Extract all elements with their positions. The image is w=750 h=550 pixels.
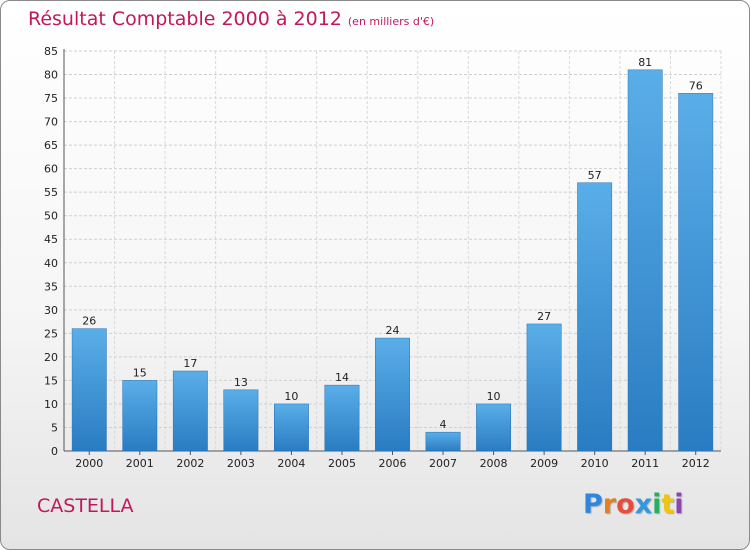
bar-2002 (172, 370, 208, 452)
y-tick-label: 25 (44, 327, 58, 340)
label-layer: 26 15 17 13 10 14 24 4 10 27 57 81 76 (82, 56, 702, 431)
y-tick-label: 60 (44, 163, 58, 176)
logo-letter: r (602, 489, 617, 520)
bar-2006 (375, 337, 410, 452)
logo-letter: i (652, 489, 662, 520)
x-tick-label: 2009 (530, 457, 558, 470)
x-tick-label: 2012 (682, 457, 710, 470)
data-label: 10 (487, 390, 501, 403)
data-label: 15 (133, 366, 147, 379)
y-tick-label: 5 (51, 421, 58, 434)
y-tick-label: 55 (44, 186, 58, 199)
y-tick-label: 45 (44, 233, 58, 246)
x-tick-label: 2006 (379, 457, 407, 470)
bar-2007 (425, 431, 461, 452)
logo-letter: i (674, 489, 684, 520)
chart-title: Résultat Comptable 2000 à 2012 (en millie… (28, 8, 434, 30)
bar-2009 (526, 323, 562, 452)
y-tick-label: 15 (44, 374, 58, 387)
y-tick-label: 40 (44, 257, 58, 270)
data-label: 10 (284, 390, 298, 403)
data-label: 26 (82, 315, 96, 328)
title-text: Résultat Comptable 2000 à 2012 (28, 8, 342, 30)
x-tick-label: 2008 (480, 457, 508, 470)
bar-2003 (223, 389, 259, 452)
bar-2004 (273, 403, 309, 452)
y-tick-label: 65 (44, 139, 58, 152)
bar-2000 (71, 328, 107, 452)
y-tick-label: 0 (51, 445, 58, 458)
logo-letter: P (583, 489, 603, 520)
y-tick-label: 50 (44, 210, 58, 223)
x-tick-label: 2001 (126, 457, 154, 470)
x-tick-label: 2003 (227, 457, 255, 470)
bar-2008 (476, 403, 512, 452)
data-label: 14 (335, 371, 349, 384)
data-label: 13 (234, 376, 248, 389)
bar-2005 (324, 384, 360, 452)
y-tick-label: 80 (44, 69, 58, 82)
y-tick-label: 30 (44, 304, 58, 317)
data-label: 17 (183, 357, 197, 370)
y-tick-label: 10 (44, 398, 58, 411)
title-unit: (en milliers d'€) (347, 15, 435, 28)
data-label: 76 (689, 79, 703, 92)
axis-layer: 0 5 10 15 20 25 30 35 40 45 50 55 60 65 70 75 80 85 2000 20… (44, 45, 721, 470)
bar-2010 (577, 182, 613, 452)
x-tick-label: 2007 (429, 457, 457, 470)
y-tick-label: 35 (44, 280, 58, 293)
proxiti-logo: Proxiti (583, 489, 684, 520)
logo-letter: x (634, 489, 653, 520)
bar-2011 (627, 69, 663, 452)
data-label: 27 (537, 310, 551, 323)
town-name: CASTELLA (37, 495, 134, 517)
data-label: 57 (588, 169, 602, 182)
data-label: 81 (638, 56, 652, 69)
x-tick-label: 2010 (581, 457, 609, 470)
logo-letter: t (661, 489, 675, 520)
x-tick-label: 2002 (176, 457, 204, 470)
y-tick-label: 75 (44, 92, 58, 105)
bar-2001 (122, 380, 158, 452)
bar-layer (71, 69, 714, 452)
data-label: 24 (386, 324, 400, 337)
y-tick-label: 70 (44, 116, 58, 129)
logo-letter: o (616, 489, 635, 520)
bar-2012 (678, 93, 714, 452)
x-tick-label: 2004 (277, 457, 305, 470)
y-tick-label: 20 (44, 351, 58, 364)
x-tick-label: 2000 (75, 457, 103, 470)
x-tick-label: 2011 (631, 457, 659, 470)
y-tick-label: 85 (44, 45, 58, 58)
data-label: 4 (440, 418, 447, 431)
x-tick-label: 2005 (328, 457, 356, 470)
